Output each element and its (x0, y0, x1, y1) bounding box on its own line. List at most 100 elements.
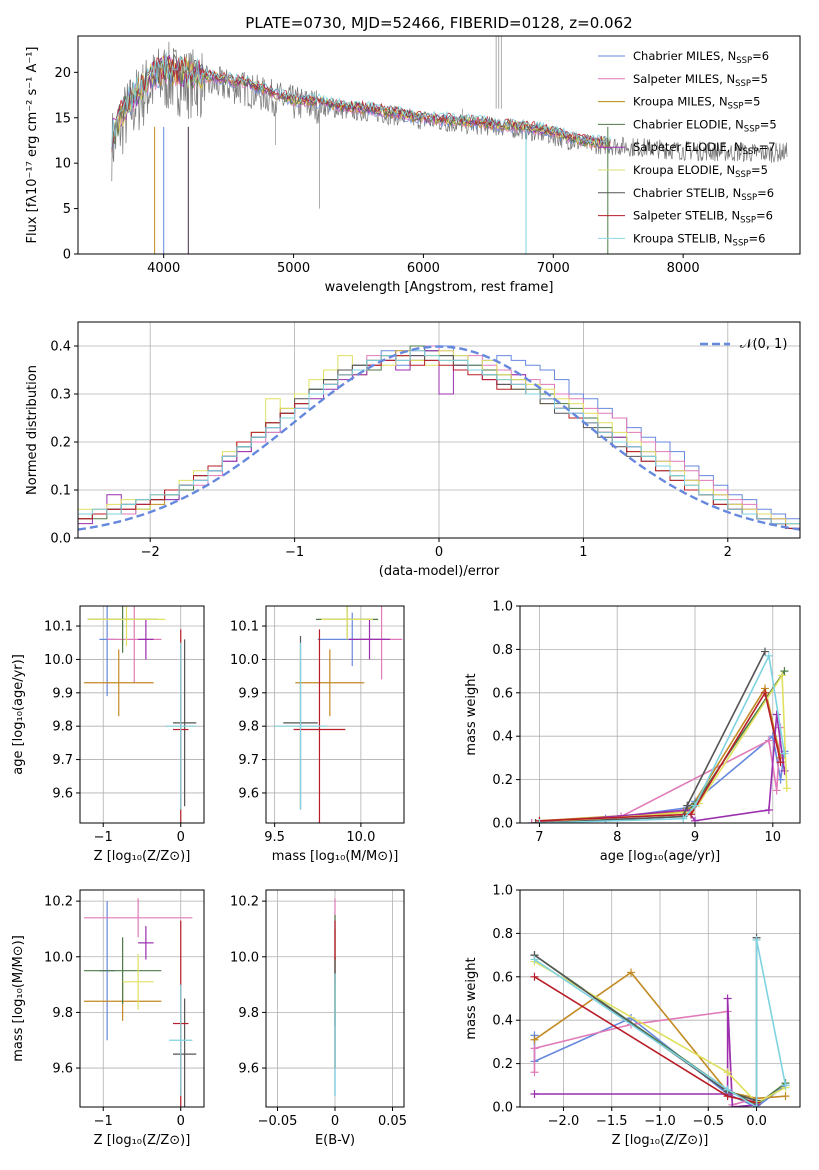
mass-weight-marker (776, 758, 785, 767)
y-tick-label: 9.6 (52, 786, 73, 801)
x-axis-label: (data-model)/error (379, 564, 500, 579)
y-tick-label: 9.7 (238, 753, 259, 768)
y-tick-label: 0.4 (50, 340, 71, 355)
plot-area (527, 647, 791, 823)
y-tick-label: 9.8 (238, 720, 259, 735)
y-tick-label: 10.1 (230, 620, 259, 635)
panel-4: 7 8 9 10 0.0 0.2 0.4 0.6 0.8 1.0 age [log₁₀(age/yr… (464, 600, 801, 864)
y-tick-label: 1.0 (492, 884, 513, 899)
mass-weight-line (539, 714, 786, 823)
x-tick-label: −1.0 (644, 1114, 676, 1129)
x-tick-label: 0.0 (746, 1114, 767, 1129)
y-tick-label: 0.4 (492, 730, 513, 745)
error-bar-point (173, 639, 197, 807)
mass-weight-marker (683, 801, 692, 810)
y-tick-label: 9.9 (52, 686, 73, 701)
x-tick-label: −1 (285, 545, 304, 560)
y-tick-label: 0.2 (492, 1057, 513, 1072)
y-tick-label: 9.9 (238, 686, 259, 701)
panel-0: 4000 5000 6000 7000 8000 0 5 10 15 20 wavelength [… (25, 14, 801, 295)
mass-weight-marker (723, 1085, 732, 1094)
histogram-series (78, 345, 800, 525)
model-spectrum-line (111, 53, 611, 150)
mass-weight-marker (691, 801, 699, 810)
y-tick-label: 10.2 (230, 895, 259, 910)
y-tick-label: 10.0 (44, 653, 73, 668)
y-tick-label: 1.0 (492, 600, 513, 615)
error-bar-point (321, 606, 373, 640)
legend-label: Chabrier STELIB, NSSP=6 (633, 186, 774, 203)
x-tick-label: 7000 (537, 261, 570, 276)
mass-weight-marker (761, 688, 769, 697)
error-bar-point (293, 629, 346, 823)
chart-title: PLATE=0730, MJD=52466, FIBERID=0128, z=0… (245, 14, 632, 32)
mass-weight-marker (752, 935, 761, 944)
mass-weight-marker (723, 1068, 732, 1077)
legend-label: Kroupa MILES, NSSP=5 (633, 95, 760, 112)
y-tick-label: 10.2 (44, 895, 73, 910)
mass-weight-marker (761, 647, 769, 656)
axes-frame (79, 889, 205, 1108)
y-tick-label: 0.6 (492, 970, 513, 985)
y-tick-label: 0.8 (492, 643, 513, 658)
error-bar-point (348, 619, 391, 660)
model-spectrum-line (111, 55, 611, 149)
panel-2: −1 0 9.6 9.7 9.8 9.9 10.0 10.1 Z [log₁₀(Z/Z⊙)] ag… (11, 605, 205, 864)
mass-weight-marker (781, 1092, 790, 1101)
mass-weight-line (534, 954, 786, 1106)
y-tick-label: 20 (54, 66, 71, 81)
mass-weight-marker (764, 805, 773, 814)
error-bar-point (83, 937, 162, 1005)
mass-weight-marker (530, 1044, 539, 1053)
x-tick-label: 5000 (277, 261, 310, 276)
mass-weight-line (534, 960, 786, 1104)
axes-frame (79, 605, 205, 824)
error-bar-point (295, 649, 365, 717)
x-tick-label: −0.5 (692, 1114, 724, 1129)
mass-weight-marker (780, 749, 789, 758)
plot-area (83, 606, 197, 823)
mass-weight-marker (530, 1068, 539, 1077)
x-axis-label: Z [log₁₀(Z/Z⊙)] (94, 1133, 191, 1148)
y-tick-label: 9.7 (52, 753, 73, 768)
mass-weight-marker (530, 972, 539, 981)
mass-weight-marker (782, 784, 791, 793)
y-tick-label: 0.0 (50, 532, 71, 547)
x-tick-label: 8 (613, 830, 621, 845)
mass-weight-line (539, 653, 786, 823)
y-tick-label: 0.6 (492, 686, 513, 701)
axes-frame (77, 35, 801, 255)
x-axis-label: Z [log₁₀(Z/Z⊙)] (94, 849, 191, 864)
error-bar-point (83, 898, 193, 938)
y-tick-label: 10.1 (44, 620, 73, 635)
y-tick-label: 0 (63, 248, 71, 263)
legend-label: 𝒩(0, 1) (740, 337, 787, 352)
mass-weight-marker (530, 1035, 539, 1044)
error-bar-point (138, 926, 154, 960)
x-tick-label: 1 (579, 545, 587, 560)
mass-weight-line (534, 939, 787, 1107)
x-tick-label: −0.05 (258, 1114, 298, 1129)
mass-weight-marker (679, 814, 688, 823)
x-tick-label: −1.5 (596, 1114, 628, 1129)
y-tick-label: 15 (54, 111, 71, 126)
mass-weight-marker (530, 955, 539, 964)
x-tick-label: 0 (435, 545, 443, 560)
mass-weight-marker (691, 816, 699, 823)
x-tick-label: 10 (765, 830, 782, 845)
x-tick-label: 9.5 (264, 830, 285, 845)
error-bar-point (83, 649, 154, 717)
mass-weight-marker (778, 671, 787, 680)
mass-weight-marker (723, 994, 732, 1003)
error-bar-point (274, 642, 327, 810)
model-spectrum-line (111, 52, 611, 148)
error-bar-point (138, 619, 154, 660)
axes-frame (519, 889, 801, 1108)
y-axis-label: Flux [fλ10⁻¹⁷ erg cm⁻² s⁻¹ A⁻¹] (25, 47, 40, 244)
mass-weight-marker (627, 968, 636, 977)
mass-weight-marker (764, 736, 773, 745)
mass-weight-marker (687, 810, 696, 819)
panel-6: −0.05 0 0.05 9.6 9.8 10.0 10.2 E(B-V) (230, 889, 407, 1148)
x-tick-label: 0.05 (378, 1114, 407, 1129)
error-bar-point (173, 998, 197, 1107)
